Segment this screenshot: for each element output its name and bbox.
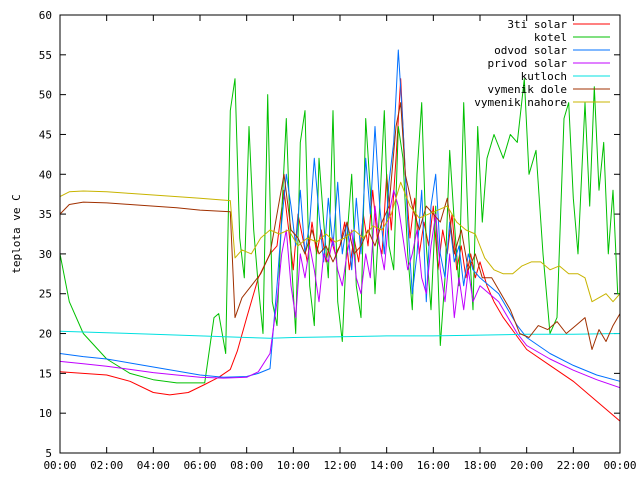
x-tick-label: 10:00	[277, 459, 310, 472]
x-tick-label: 00:00	[43, 459, 76, 472]
plot-frame	[59, 14, 621, 454]
y-tick-label: 60	[39, 9, 52, 22]
y-tick-label: 35	[39, 208, 52, 221]
y-tick-label: 20	[39, 328, 52, 341]
y-tick-label: 55	[39, 49, 52, 62]
y-tick-label: 25	[39, 288, 52, 301]
y-tick-label: 15	[39, 367, 52, 380]
x-tick-label: 06:00	[183, 459, 216, 472]
x-tick-label: 16:00	[417, 459, 450, 472]
x-tick-label: 00:00	[603, 459, 636, 472]
series-line-4	[59, 189, 621, 389]
y-tick-label: 45	[39, 128, 52, 141]
series-line-5	[59, 330, 621, 339]
legend-label-4: privod solar	[488, 57, 568, 70]
legend-label-3: odvod solar	[494, 44, 567, 57]
series-line-7	[59, 181, 621, 303]
legend-label-2: kotel	[534, 31, 567, 44]
series-line-6	[59, 102, 621, 350]
legend-label-7: vymenik nahore	[474, 96, 567, 109]
x-tick-label: 12:00	[323, 459, 356, 472]
y-tick-label: 10	[39, 407, 52, 420]
y-tick-label: 30	[39, 248, 52, 261]
axis-ticks: 5 10 15 20 25 30 35 40 45 50 55 60 00:00 02:00 04:00 06…	[39, 9, 637, 472]
y-axis-title: teplota ve C	[10, 194, 23, 273]
legend-label-6: vymenik dole	[488, 83, 567, 96]
legend-label-1: 3ti solar	[507, 18, 567, 31]
y-tick-label: 5	[45, 447, 52, 460]
x-tick-label: 08:00	[230, 459, 263, 472]
legend-label-5: kutloch	[521, 70, 567, 83]
x-tick-label: 04:00	[137, 459, 170, 472]
y-tick-label: 50	[39, 89, 52, 102]
series-lines	[59, 49, 621, 422]
x-tick-label: 14:00	[370, 459, 403, 472]
x-tick-label: 18:00	[463, 459, 496, 472]
series-line-1	[59, 78, 621, 422]
x-tick-label: 20:00	[510, 459, 543, 472]
x-tick-label: 22:00	[557, 459, 590, 472]
y-tick-label: 40	[39, 168, 52, 181]
x-tick-label: 02:00	[90, 459, 123, 472]
series-line-2	[59, 78, 620, 384]
